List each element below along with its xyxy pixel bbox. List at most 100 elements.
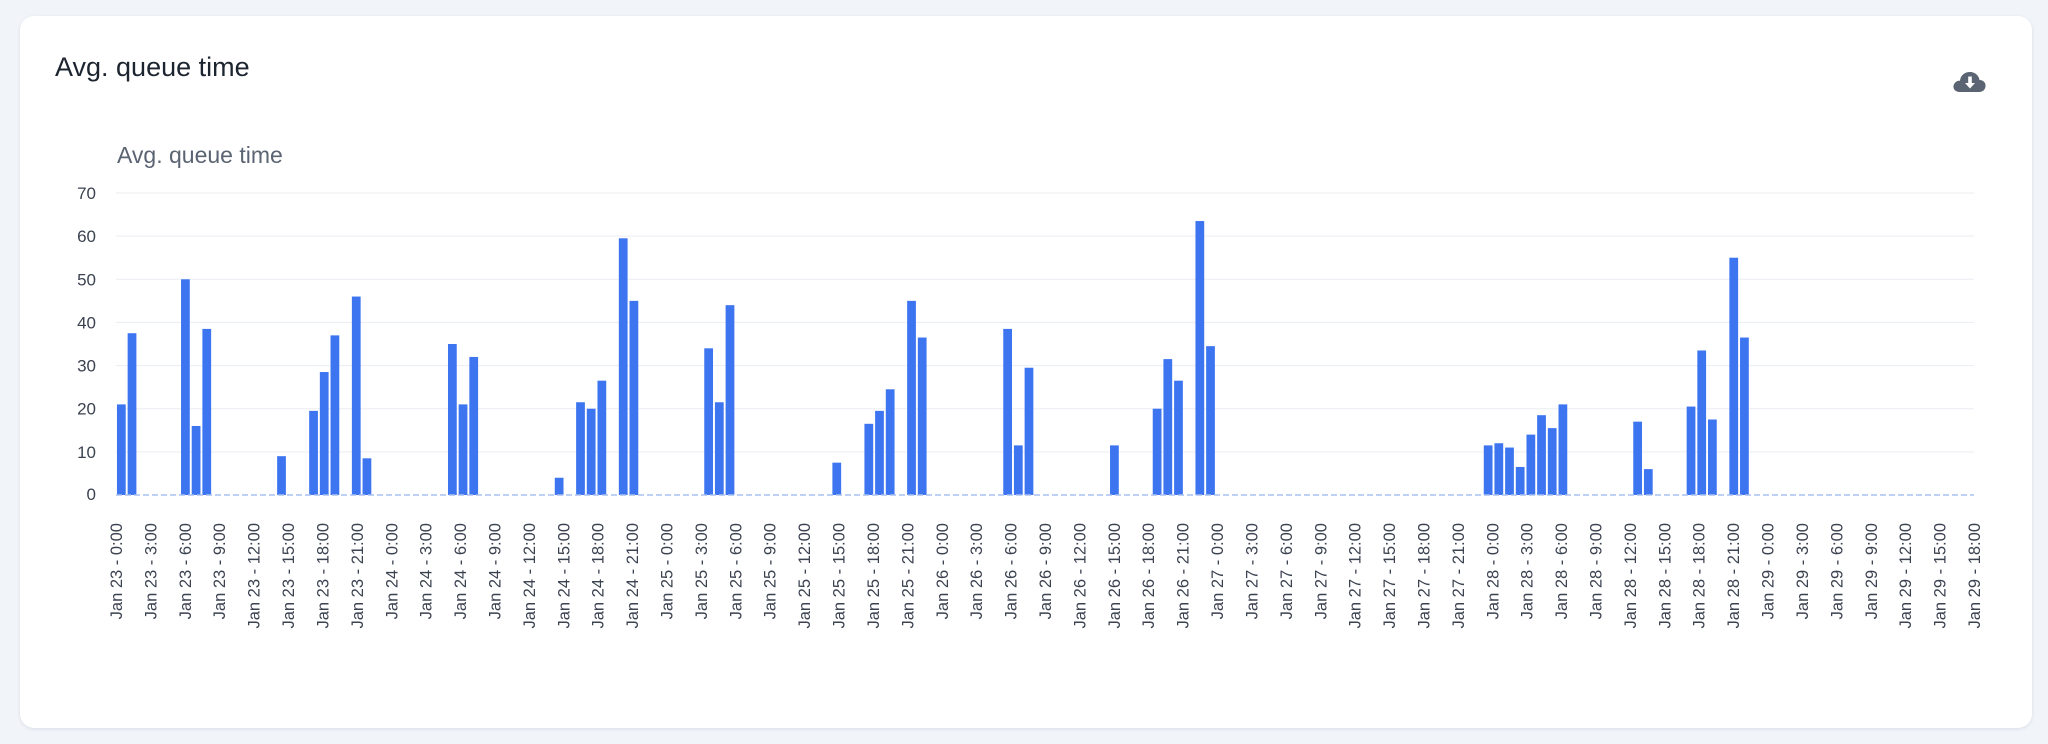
bar[interactable] [597,380,607,495]
x-tick-label: Jan 24 - 9:00 [486,523,504,619]
x-tick-label: Jan 27 - 15:00 [1381,523,1399,629]
x-tick-label: Jan 23 - 15:00 [280,523,298,629]
bar[interactable] [554,477,564,495]
bar[interactable] [1505,447,1514,495]
bar[interactable] [725,305,735,495]
x-tick-label: Jan 28 - 18:00 [1691,523,1709,629]
bar[interactable] [319,372,329,495]
x-tick-label: Jan 24 - 0:00 [383,523,401,619]
bar[interactable] [1515,466,1525,495]
bar[interactable] [1729,257,1739,495]
x-tick-label: Jan 24 - 15:00 [555,523,573,629]
x-tick-label: Jan 25 - 21:00 [899,523,917,629]
bar[interactable] [1633,421,1643,495]
x-tick-label: Jan 24 - 3:00 [418,523,436,619]
bar[interactable] [202,328,212,495]
bar[interactable] [907,300,916,495]
x-tick-label: Jan 24 - 6:00 [452,523,470,619]
bar[interactable] [1163,359,1173,495]
x-tick-label: Jan 28 - 21:00 [1725,523,1743,629]
card-title: Avg. queue time [55,52,250,82]
bar[interactable] [1013,445,1023,495]
bar[interactable] [469,356,479,495]
bar[interactable] [1003,328,1013,495]
y-tick-label: 30 [77,357,96,376]
bar[interactable] [832,462,842,495]
bar[interactable] [1152,408,1162,495]
bar[interactable] [447,344,457,495]
x-axis: Jan 23 - 0:00 Jan 23 - 3:00 Jan 23 - 6:00 J… [108,523,1984,629]
bar[interactable] [1195,221,1205,496]
bar[interactable] [1174,380,1183,495]
bar[interactable] [1697,350,1707,495]
x-tick-label: Jan 23 - 18:00 [314,523,332,629]
x-tick-label: Jan 26 - 9:00 [1037,523,1055,619]
bar[interactable] [714,402,724,495]
x-tick-label: Jan 27 - 0:00 [1209,523,1227,619]
bar[interactable] [629,300,639,495]
x-tick-label: Jan 25 - 0:00 [659,523,677,619]
x-tick-label: Jan 28 - 9:00 [1588,523,1606,619]
x-tick-label: Jan 23 - 3:00 [142,523,160,619]
x-tick-label: Jan 28 - 12:00 [1622,523,1640,629]
bar[interactable] [875,410,884,495]
bar[interactable] [586,408,596,495]
x-tick-label: Jan 28 - 6:00 [1553,523,1571,619]
bar[interactable] [1110,445,1119,495]
bar[interactable] [704,348,714,495]
x-tick-label: Jan 29 - 0:00 [1760,523,1778,619]
bar[interactable] [309,410,318,495]
bar[interactable] [864,423,874,495]
bar[interactable] [917,337,927,495]
chart-title: Avg. queue time [117,142,283,168]
bar[interactable] [330,335,340,495]
bar[interactable] [277,456,286,495]
bar[interactable] [1558,404,1568,495]
x-tick-label: Jan 25 - 9:00 [762,523,780,619]
bar[interactable] [618,238,628,496]
x-tick-label: Jan 23 - 6:00 [177,523,195,619]
y-tick-label: 40 [77,313,96,332]
x-tick-label: Jan 27 - 6:00 [1278,523,1296,619]
y-tick-label: 0 [87,485,96,504]
bar[interactable] [116,404,126,495]
download-button[interactable] [1950,64,1990,100]
bar[interactable] [458,404,468,495]
grid-lines [116,192,1974,453]
x-tick-label: Jan 26 - 6:00 [1003,523,1021,619]
bar[interactable] [1024,367,1034,495]
bar[interactable] [885,389,895,495]
y-tick-label: 70 [77,184,96,203]
x-tick-label: Jan 25 - 15:00 [831,523,849,629]
x-tick-label: Jan 29 - 15:00 [1932,523,1950,629]
y-tick-label: 20 [77,400,96,419]
x-tick-label: Jan 27 - 18:00 [1415,523,1433,629]
x-tick-label: Jan 25 - 12:00 [796,523,814,629]
x-tick-label: Jan 23 - 21:00 [349,523,367,629]
x-tick-label: Jan 23 - 9:00 [211,523,229,619]
bar[interactable] [1643,469,1653,495]
bar[interactable] [181,279,190,495]
bar[interactable] [576,402,585,495]
bar[interactable] [1547,428,1557,495]
x-tick-label: Jan 25 - 6:00 [727,523,745,619]
bar[interactable] [1740,337,1749,495]
x-tick-label: Jan 27 - 9:00 [1312,523,1330,619]
x-tick-label: Jan 26 - 15:00 [1106,523,1124,629]
bar[interactable] [1526,434,1536,495]
x-tick-label: Jan 26 - 0:00 [934,523,952,619]
bar[interactable] [1483,445,1493,495]
x-tick-label: Jan 28 - 15:00 [1656,523,1674,629]
bar[interactable] [1494,443,1504,495]
bar[interactable] [362,458,372,495]
bar[interactable] [351,296,361,495]
bar[interactable] [191,425,201,495]
bar[interactable] [1708,419,1717,496]
bar[interactable] [1686,406,1696,495]
bar[interactable] [1206,346,1215,495]
x-tick-label: Jan 29 - 12:00 [1897,523,1915,629]
bar[interactable] [127,333,137,495]
bar[interactable] [1537,415,1546,495]
y-tick-label: 50 [77,270,96,289]
